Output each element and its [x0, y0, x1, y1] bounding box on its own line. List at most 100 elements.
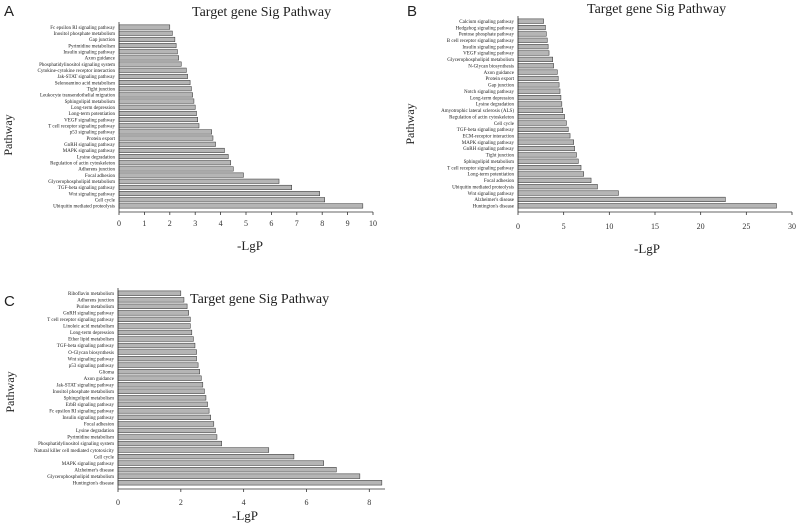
- panel-c-bar: [117, 297, 185, 303]
- panel-a-category-label: Sphingolipid metabolism: [65, 100, 116, 105]
- panel-a-category-label: Lysine degradation: [77, 155, 116, 160]
- panel-a-bar: [118, 55, 179, 61]
- panel-b-bar: [517, 75, 559, 82]
- panel-c-bar: [117, 323, 191, 329]
- panel-c-bar: [117, 342, 196, 349]
- panel-a-bar: [118, 49, 178, 55]
- panel-c-bar: [117, 362, 199, 368]
- panel-b-category-label: Axon guidance: [484, 71, 515, 76]
- panel-c-bar: [117, 447, 270, 453]
- panel-a-category-label: TGF-beta signaling pathway: [58, 186, 116, 191]
- panel-b-bar: [517, 25, 546, 31]
- panel-b-category-label: Sphingolipid metabolism: [464, 160, 515, 165]
- panel-b-category-label: ECM-receptor interaction: [462, 134, 514, 139]
- panel-a-category-label: GnRH signaling pathway: [64, 143, 115, 148]
- panel-a-x-tick-label: 1: [142, 219, 146, 228]
- panel-c-x-tick-label: 0: [116, 498, 120, 507]
- panel-a-x-tick-label: 7: [295, 219, 299, 228]
- panel-b-bar: [517, 31, 547, 37]
- panel-a-bar: [118, 36, 176, 42]
- panel-b-bar: [517, 82, 560, 88]
- panel-b-category-label: B cell receptor signaling pathway: [447, 39, 515, 44]
- panel-c-bar: [117, 388, 205, 394]
- panel-c-category-label: Glioma: [99, 370, 115, 375]
- panel-a-x-tick-label: 5: [244, 219, 248, 228]
- panel-a-bar: [118, 184, 292, 190]
- panel-c-bar: [117, 303, 188, 309]
- panel-b-category-label: Hedgehog signaling pathway: [456, 26, 515, 31]
- panel-a-category-label: Ubiquitin mediated proteolysis: [53, 205, 115, 210]
- panel-a-category-label: Adherens junction: [78, 168, 115, 173]
- panel-b-bar: [517, 114, 565, 120]
- panel-a-category-label: VEGF signaling pathway: [64, 118, 115, 123]
- panel-b-category-label: Regulation of actin cytoskeleton: [449, 115, 514, 120]
- panel-b-x-tick-label: 25: [742, 222, 750, 231]
- panel-a-category-label: Fc epsilon RI signaling pathway: [50, 26, 115, 31]
- panel-a-x-axis-label: -LgP: [237, 238, 263, 253]
- panel-a-bar: [118, 123, 200, 129]
- panel-b-letter: B: [407, 3, 417, 20]
- panel-b-x-tick-label: 30: [788, 222, 796, 231]
- panel-c-category-label: Jak-STAT signaling pathway: [56, 383, 114, 388]
- panel-c-letter: C: [4, 293, 15, 310]
- panel-b-bar: [517, 56, 553, 62]
- panel-a-bar: [118, 86, 192, 92]
- panel-a-category-label: Jak-STAT signaling pathway: [57, 75, 115, 80]
- panel-a-bar: [118, 135, 214, 141]
- panel-b-category-label: VEGF signaling pathway: [463, 52, 514, 57]
- panel-c-category-label: Adherens junction: [77, 299, 114, 304]
- panel-b-x-tick-label: 5: [562, 222, 566, 231]
- panel-a-category-label: T cell receptor signaling pathway: [48, 124, 115, 129]
- panel-c-bar: [117, 290, 182, 296]
- panel-a-bar: [118, 104, 196, 110]
- panel-a-category-label: Phosphatidylinositol signaling system: [39, 63, 115, 68]
- panel-c-category-label: O-Glycan biosynthesis: [68, 351, 114, 356]
- panel-c-category-label: GnRH signaling pathway: [63, 312, 114, 317]
- panel-b-category-label: Notch signaling pathway: [464, 90, 514, 95]
- panel-b-category-label: TGF-beta signaling pathway: [457, 128, 515, 133]
- panel-b-bar: [517, 126, 569, 132]
- panel-a-x-tick-label: 6: [269, 219, 273, 228]
- panel-b-bar: [517, 101, 563, 107]
- panel-c-category-label: ErbB signaling pathway: [66, 403, 115, 408]
- panel-a-category-label: Glycerophospholipid metabolism: [48, 180, 115, 185]
- panel-b-bar: [517, 69, 558, 75]
- panel-b-category-label: Alzheimer's disease: [474, 198, 514, 203]
- panel-b-bar: [517, 165, 582, 171]
- panel-a-bar: [118, 141, 216, 147]
- panel-c-category-label: Fc epsilon RI signaling pathway: [49, 410, 114, 415]
- panel-c-x-axis-label: -LgP: [232, 508, 258, 523]
- panel-a-category-label: MAPK signaling pathway: [63, 149, 116, 154]
- panel-b-bar: [517, 145, 575, 152]
- panel-a-x-tick-label: 3: [193, 219, 197, 228]
- panel-b-category-label: Tight junction: [486, 154, 515, 159]
- panel-c-category-label: Purine metabolism: [76, 305, 114, 310]
- panel-b-bar: [517, 196, 726, 202]
- panel-c-bar: [117, 434, 218, 440]
- panel-b-category-label: Wnt signaling pathway: [468, 192, 515, 197]
- panel-b-bar: [517, 18, 544, 24]
- panel-b-category-label: Huntington's disease: [473, 205, 515, 210]
- panel-a-x-tick-label: 10: [369, 219, 377, 228]
- panel-a-bar: [118, 191, 320, 197]
- panel-c-bar: [117, 310, 189, 316]
- panel-a-bar: [118, 43, 177, 49]
- panel-a-bar: [118, 92, 193, 98]
- panel-b-y-axis-label: Pathway: [403, 103, 417, 144]
- panel-c-y-axis-label: Pathway: [3, 371, 17, 412]
- panel-a-bar: [118, 147, 225, 153]
- panel-b-category-label: Cell cycle: [494, 122, 515, 127]
- panel-c-category-label: Riboflavin metabolism: [68, 292, 114, 297]
- panel-b-bar: [517, 120, 567, 126]
- panel-a-bar: [118, 203, 364, 209]
- panel-b-category-label: GnRH signaling pathway: [463, 147, 514, 152]
- panel-a-bar: [118, 154, 229, 160]
- panel-b-category-label: Glycerophospholipid metabolism: [447, 58, 514, 63]
- panel-c-category-label: Phosphatidylinositol signaling system: [38, 442, 114, 447]
- panel-c-bar: [117, 375, 202, 381]
- panel-b-x-tick-label: 20: [697, 222, 705, 231]
- panel-a-bar: [118, 166, 234, 172]
- panel-b-category-label: MAPK signaling pathway: [462, 141, 515, 146]
- panel-a-category-label: Leukocyte transendothelial migration: [40, 94, 115, 99]
